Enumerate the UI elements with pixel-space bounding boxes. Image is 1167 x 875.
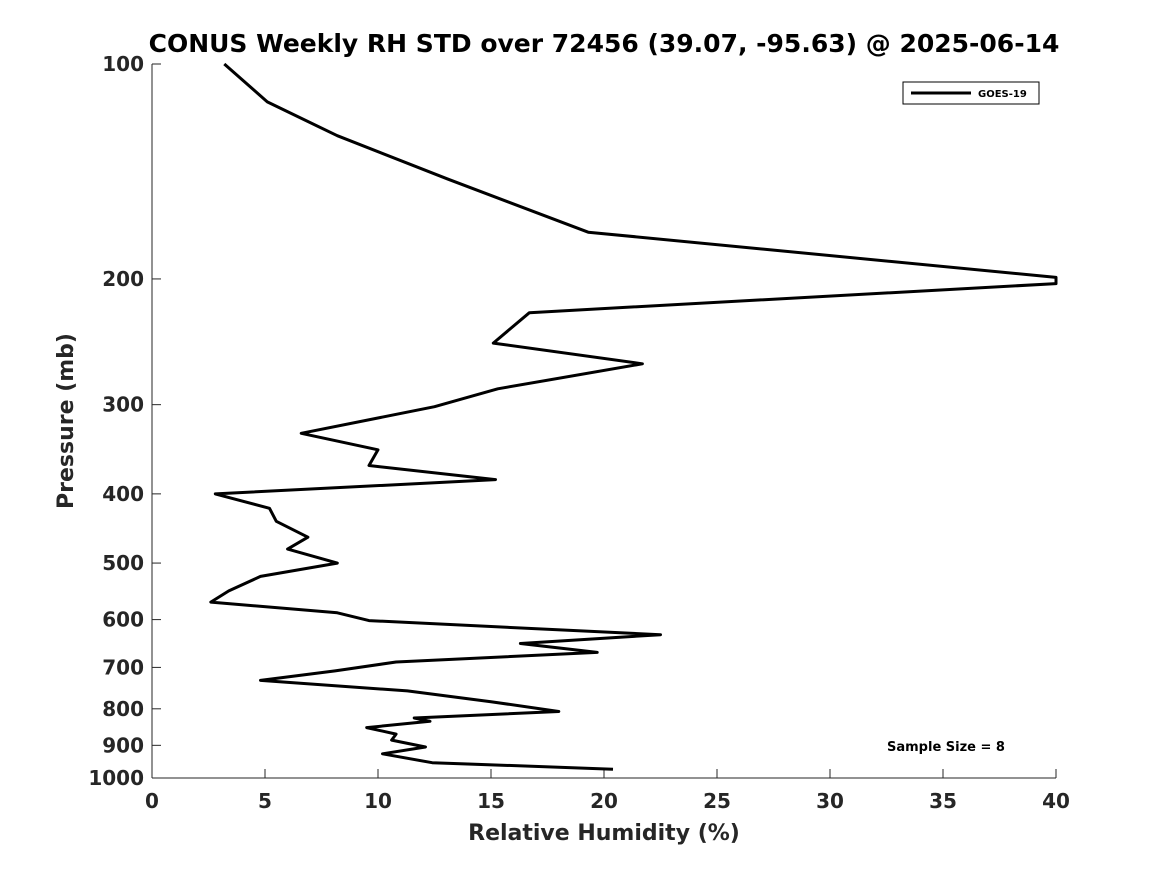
legend-label-goes-19: GOES-19 (978, 89, 1027, 100)
y-tick-label: 800 (102, 697, 144, 721)
y-tick-label: 700 (102, 655, 144, 679)
x-tick-label: 25 (703, 789, 731, 813)
series-line-goes-19 (209, 62, 1058, 771)
x-axis-label: Relative Humidity (%) (468, 821, 740, 846)
y-tick-label: 100 (102, 52, 144, 76)
x-tick-label: 15 (477, 789, 505, 813)
x-tick-label: 0 (145, 789, 159, 813)
x-tick-label: 40 (1042, 789, 1070, 813)
y-tick-label: 200 (102, 267, 144, 291)
y-tick-label: 600 (102, 608, 144, 632)
y-tick-label: 300 (102, 393, 144, 417)
x-tick-label: 20 (590, 789, 618, 813)
x-tick-label: 5 (258, 789, 272, 813)
series-layer (209, 62, 1058, 771)
sample-size-annotation: Sample Size = 8 (887, 740, 1005, 755)
y-axis-label: Pressure (mb) (54, 333, 79, 509)
y-tick-label: 900 (102, 733, 144, 757)
plot-axes: 0 5 10 15 20 25 30 35 40 100 200 300 400 500 600 700 800… (88, 52, 1070, 813)
chart-title: CONUS Weekly RH STD over 72456 (39.07, -… (149, 29, 1060, 58)
y-tick-label: 1000 (88, 766, 144, 790)
y-tick-label: 500 (102, 551, 144, 575)
x-tick-label: 30 (816, 789, 844, 813)
legend: GOES-19 (902, 81, 1040, 105)
x-tick-label: 10 (364, 789, 392, 813)
x-tick-label: 35 (929, 789, 957, 813)
y-tick-label: 400 (102, 482, 144, 506)
